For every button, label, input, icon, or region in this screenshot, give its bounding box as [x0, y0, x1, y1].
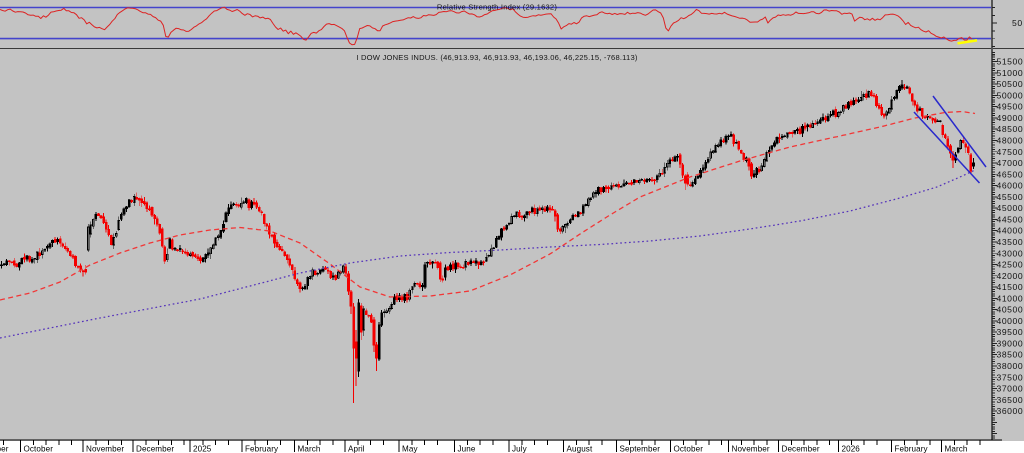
- svg-text:February: February: [245, 445, 279, 453]
- svg-text:51500: 51500: [997, 57, 1024, 67]
- svg-text:43000: 43000: [997, 248, 1024, 258]
- svg-text:41000: 41000: [997, 293, 1024, 303]
- svg-text:45500: 45500: [997, 192, 1024, 202]
- svg-text:October: October: [24, 445, 54, 453]
- svg-text:40000: 40000: [997, 316, 1024, 326]
- svg-text:Relative Strength Index (29.16: Relative Strength Index (29.1632): [437, 3, 557, 12]
- svg-text:September: September: [0, 445, 9, 453]
- svg-text:46500: 46500: [997, 169, 1024, 179]
- svg-text:50000: 50000: [997, 90, 1024, 100]
- svg-text:March: March: [298, 445, 321, 453]
- svg-text:37000: 37000: [997, 384, 1024, 394]
- svg-text:37500: 37500: [997, 372, 1024, 382]
- svg-text:38500: 38500: [997, 350, 1024, 360]
- svg-text:48500: 48500: [997, 124, 1024, 134]
- svg-text:August: August: [567, 445, 593, 453]
- svg-text:April: April: [348, 445, 365, 453]
- svg-text:2025: 2025: [193, 445, 212, 453]
- svg-text:50: 50: [1012, 18, 1023, 28]
- svg-text:2026: 2026: [842, 445, 861, 453]
- svg-text:40500: 40500: [997, 305, 1024, 315]
- svg-text:March: March: [945, 445, 968, 453]
- svg-text:43500: 43500: [997, 237, 1024, 247]
- svg-text:December: December: [782, 445, 820, 453]
- svg-text:December: December: [136, 445, 174, 453]
- svg-text:49500: 49500: [997, 102, 1024, 112]
- svg-text:47500: 47500: [997, 147, 1024, 157]
- svg-text:44500: 44500: [997, 214, 1024, 224]
- svg-text:46000: 46000: [997, 181, 1024, 191]
- svg-text:November: November: [86, 445, 124, 453]
- svg-text:44000: 44000: [997, 226, 1024, 236]
- svg-text:48000: 48000: [997, 136, 1024, 146]
- svg-text:39000: 39000: [997, 338, 1024, 348]
- svg-text:June: June: [458, 445, 476, 453]
- svg-text:51000: 51000: [997, 68, 1024, 78]
- svg-text:36500: 36500: [997, 395, 1024, 405]
- svg-text:February: February: [895, 445, 929, 453]
- svg-text:May: May: [402, 445, 418, 453]
- svg-text:38000: 38000: [997, 361, 1024, 371]
- svg-text:45000: 45000: [997, 203, 1024, 213]
- svg-text:November: November: [732, 445, 770, 453]
- svg-text:39500: 39500: [997, 327, 1024, 337]
- svg-text:42500: 42500: [997, 260, 1024, 270]
- svg-text:I DOW JONES INDUS. (46,913.93,: I DOW JONES INDUS. (46,913.93, 46,913.93…: [356, 53, 638, 62]
- svg-text:42000: 42000: [997, 271, 1024, 281]
- svg-text:49000: 49000: [997, 113, 1024, 123]
- svg-text:July: July: [512, 445, 528, 453]
- svg-text:October: October: [674, 445, 704, 453]
- svg-text:September: September: [620, 445, 661, 453]
- svg-text:47000: 47000: [997, 158, 1024, 168]
- svg-text:41500: 41500: [997, 282, 1024, 292]
- svg-text:50500: 50500: [997, 79, 1024, 89]
- svg-text:36000: 36000: [997, 406, 1024, 416]
